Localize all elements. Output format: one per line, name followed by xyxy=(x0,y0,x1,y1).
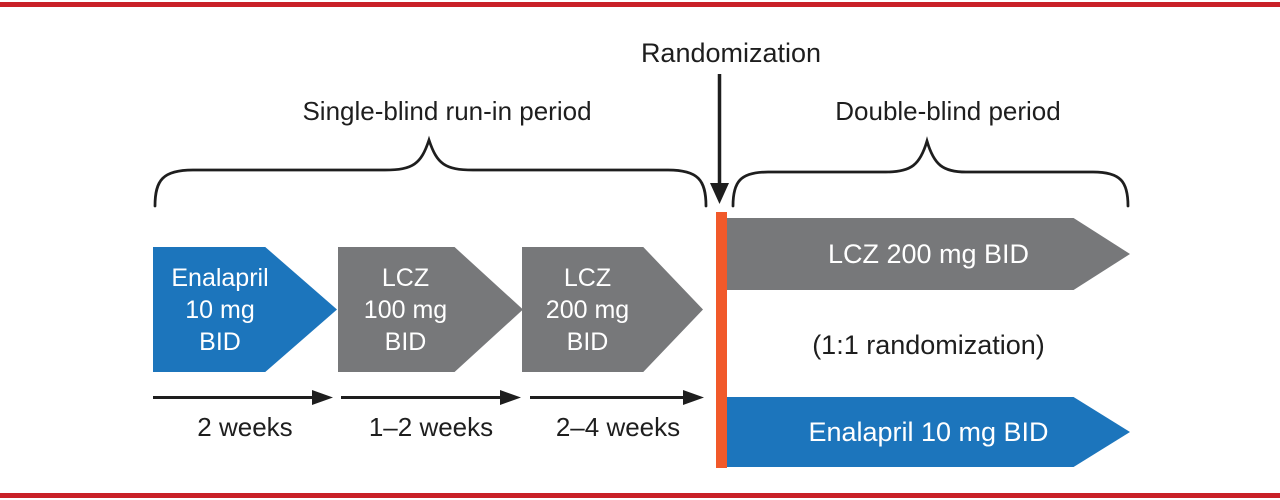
step-duration-label: 1–2 weeks xyxy=(368,412,494,442)
single-blind-period-label: Single-blind run-in period xyxy=(302,96,592,126)
single-blind-brace xyxy=(153,135,708,208)
step-dose-label: 10 mg xyxy=(185,295,255,324)
step-drug-label: Enalapril xyxy=(171,263,269,292)
step-frequency-label: BID xyxy=(384,327,427,356)
randomization-arrow-head-icon xyxy=(710,183,729,204)
double-blind-period-label: Double-blind period xyxy=(835,96,1061,126)
timeline-arrow-3-head-icon xyxy=(683,390,704,405)
step-frequency-label: BID xyxy=(566,327,609,356)
randomization-ratio-note: (1:1 randomization) xyxy=(812,330,1045,360)
timeline-arrow-1-head-icon xyxy=(312,390,333,405)
double-blind-lcz-arm-arrow: LCZ 200 mg BID xyxy=(727,218,1130,290)
step-drug-label: LCZ xyxy=(563,263,612,292)
double-blind-brace xyxy=(731,136,1130,208)
step-dose-label: 200 mg xyxy=(545,295,630,324)
arm-label: LCZ 200 mg BID xyxy=(827,238,1030,269)
top-red-rule xyxy=(0,2,1280,7)
double-blind-enalapril-arm-arrow: Enalapril 10 mg BID xyxy=(727,397,1130,467)
step-duration-label: 2 weeks xyxy=(197,412,293,442)
bottom-red-rule xyxy=(0,493,1280,498)
randomization-label: Randomization xyxy=(640,38,822,68)
timeline-arrow-2-head-icon xyxy=(500,390,521,405)
randomization-point-bar xyxy=(716,212,727,468)
arm-label: Enalapril 10 mg BID xyxy=(808,416,1049,447)
step-drug-label: LCZ xyxy=(381,263,430,292)
step-frequency-label: BID xyxy=(199,327,241,356)
step-duration-label: 2–4 weeks xyxy=(555,412,681,442)
step-dose-label: 100 mg xyxy=(363,295,448,324)
